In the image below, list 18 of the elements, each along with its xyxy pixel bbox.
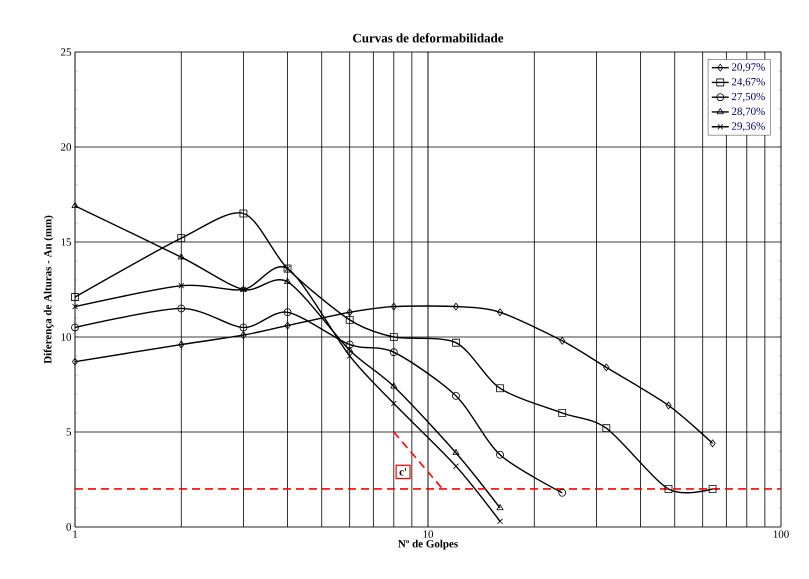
y-tick-label: 10 <box>62 333 72 341</box>
chart-title: Curvas de deformabilidade <box>353 33 504 42</box>
y-tick-label: 5 <box>66 428 72 436</box>
legend-label: 24,67% <box>732 78 765 88</box>
legend-label: 29,36% <box>732 122 765 132</box>
annotation: c' <box>400 468 406 476</box>
x-tick-label: 1 <box>73 530 78 538</box>
x-tick-label: 100 <box>774 530 789 538</box>
x-tick-label: 10 <box>424 530 434 538</box>
y-tick-label: 15 <box>62 238 72 246</box>
y-tick-label: 20 <box>61 143 72 151</box>
y-axis-title: Diferença de Alturas - An (mm) <box>44 216 54 364</box>
legend-label: 27,50% <box>732 92 765 102</box>
x-axis-title: Nº de Golpes <box>398 540 458 550</box>
legend-label: 28,70% <box>732 108 765 117</box>
y-tick-label: 0 <box>66 523 72 531</box>
y-tick-label: 25 <box>61 48 72 56</box>
legend-label: 20,97% <box>732 63 765 72</box>
